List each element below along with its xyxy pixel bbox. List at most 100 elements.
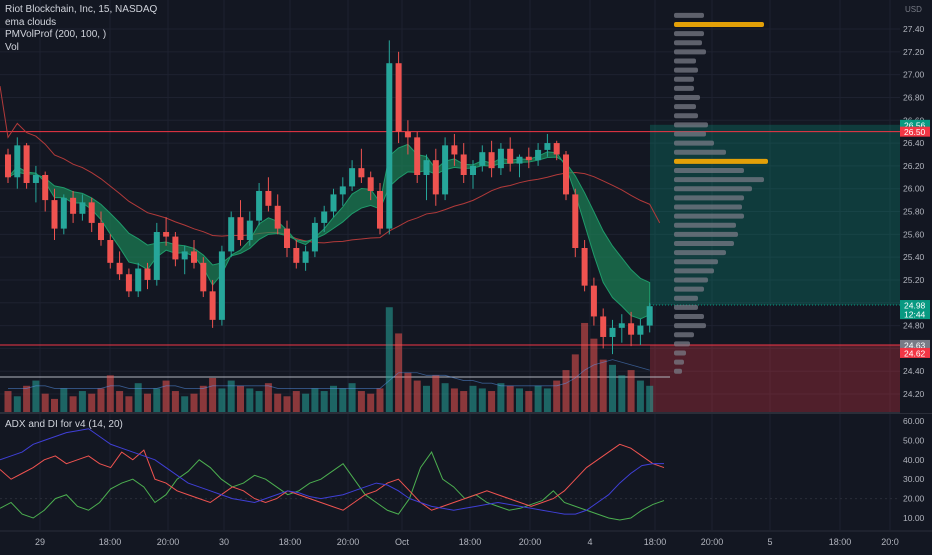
- symbol-title[interactable]: Riot Blockchain, Inc, 15, NASDAQ: [5, 4, 158, 15]
- candle-body[interactable]: [488, 152, 495, 169]
- candle-body[interactable]: [321, 211, 328, 223]
- candle-body[interactable]: [497, 148, 504, 169]
- candle-body[interactable]: [265, 190, 272, 206]
- candle-body[interactable]: [367, 177, 374, 191]
- candle-body[interactable]: [600, 316, 607, 337]
- candle-body[interactable]: [144, 268, 151, 280]
- volume-bar: [357, 391, 365, 412]
- time-axis[interactable]: 29 18:00 20:00 30 18:00 20:00 Oct 18:00 20:00 4 18…: [0, 530, 932, 547]
- candle-body[interactable]: [246, 220, 253, 241]
- candle-body[interactable]: [60, 197, 67, 229]
- candle-body[interactable]: [349, 168, 356, 187]
- legend-pmvolprof[interactable]: PMVolProf (200, 100, ): [5, 29, 107, 40]
- candle-body[interactable]: [358, 168, 365, 178]
- candle-body[interactable]: [181, 251, 188, 260]
- candle-body[interactable]: [237, 217, 244, 241]
- volume-bar: [506, 385, 514, 412]
- candle-body[interactable]: [451, 145, 458, 155]
- candle-body[interactable]: [330, 194, 337, 212]
- volume-bar: [190, 393, 198, 412]
- candle-body[interactable]: [51, 200, 58, 229]
- candle-body[interactable]: [302, 251, 309, 263]
- candle-body[interactable]: [200, 262, 207, 292]
- volume-bar: [599, 359, 607, 412]
- candle-body[interactable]: [70, 197, 77, 214]
- candle-body[interactable]: [609, 327, 616, 337]
- candle-body[interactable]: [404, 131, 411, 138]
- volume-profile-bar: [674, 21, 764, 27]
- candle-body[interactable]: [535, 149, 542, 161]
- candle-body[interactable]: [14, 145, 21, 178]
- adx-tick-label: 60.00: [903, 416, 925, 426]
- legend-vol[interactable]: Vol: [5, 41, 19, 53]
- candle-body[interactable]: [125, 274, 132, 292]
- candle-body[interactable]: [395, 63, 402, 132]
- candle-body[interactable]: [218, 251, 225, 320]
- volume-profile-bar: [674, 368, 682, 374]
- candle-body[interactable]: [135, 268, 142, 292]
- volume-bar: [274, 393, 282, 412]
- candle-body[interactable]: [228, 217, 235, 252]
- candle-body[interactable]: [432, 160, 439, 195]
- volume-profile-bar: [674, 85, 694, 91]
- candle-body[interactable]: [98, 222, 104, 241]
- adx-axis[interactable]: 60.00 50.00 40.00 30.00 20.00 10.00: [903, 416, 925, 523]
- candle-body[interactable]: [479, 152, 486, 166]
- candle-body[interactable]: [460, 154, 467, 175]
- candle-body[interactable]: [470, 165, 476, 175]
- candle-body[interactable]: [284, 228, 290, 248]
- candle-body[interactable]: [5, 154, 11, 178]
- volume-profile-bar: [674, 49, 706, 55]
- candle-body[interactable]: [563, 154, 569, 195]
- candle-body[interactable]: [386, 63, 393, 229]
- candle-body[interactable]: [88, 202, 95, 223]
- candle-body[interactable]: [423, 160, 430, 175]
- candle-body[interactable]: [163, 232, 170, 237]
- candle-body[interactable]: [256, 190, 263, 221]
- candle-body[interactable]: [172, 236, 179, 260]
- adx-di-pane[interactable]: [0, 428, 900, 521]
- time-tick-label: 5: [767, 537, 772, 547]
- adx-legend[interactable]: ADX and DI for v4 (14, 20): [5, 419, 123, 430]
- candle-body[interactable]: [32, 175, 39, 183]
- candle-body[interactable]: [209, 291, 216, 320]
- candle-body[interactable]: [646, 306, 653, 326]
- volume-bar: [320, 391, 328, 412]
- candle-body[interactable]: [637, 325, 644, 335]
- volume-bar: [348, 383, 356, 412]
- price-axis[interactable]: USD27.4027.2027.0026.8026.6026.4026.2026…: [900, 0, 932, 413]
- candle-body[interactable]: [293, 248, 300, 263]
- candle-body[interactable]: [42, 175, 49, 201]
- candle-body[interactable]: [628, 323, 635, 335]
- candle-body[interactable]: [516, 156, 523, 164]
- candle-body[interactable]: [274, 205, 281, 229]
- legend-ema-clouds[interactable]: ema clouds: [5, 16, 57, 28]
- candle-body[interactable]: [153, 232, 160, 280]
- candle-body[interactable]: [581, 248, 588, 286]
- candle-body[interactable]: [507, 148, 514, 164]
- plus-di-line: [0, 451, 665, 521]
- price-badge-label: 24.98: [904, 301, 926, 311]
- volume-profile-bar: [674, 240, 734, 246]
- candle-body[interactable]: [311, 222, 318, 252]
- volume-bar: [88, 393, 96, 412]
- candle-body[interactable]: [544, 143, 551, 150]
- candle-body[interactable]: [442, 145, 449, 195]
- candle-body[interactable]: [116, 262, 123, 275]
- candle-body[interactable]: [618, 323, 625, 328]
- candle-body[interactable]: [79, 202, 86, 214]
- candle-body[interactable]: [377, 190, 383, 229]
- candle-body[interactable]: [191, 251, 197, 263]
- candle-body[interactable]: [590, 285, 597, 317]
- candle-body[interactable]: [414, 137, 421, 175]
- volume-bar: [162, 380, 170, 412]
- candle-body[interactable]: [525, 156, 532, 161]
- volume-bar: [106, 375, 114, 412]
- candle-body[interactable]: [23, 145, 30, 183]
- price-badge-label: 24.62: [904, 348, 926, 358]
- candle-body[interactable]: [572, 194, 579, 248]
- candle-body[interactable]: [107, 240, 114, 263]
- candle-body[interactable]: [553, 143, 560, 155]
- candle-body[interactable]: [339, 186, 346, 195]
